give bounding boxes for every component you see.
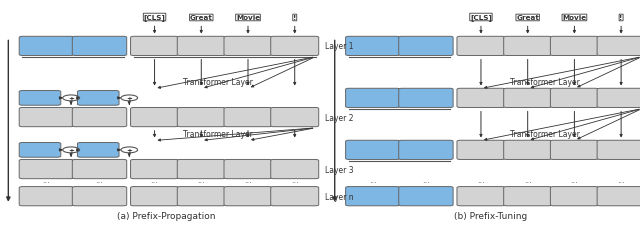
FancyBboxPatch shape — [504, 37, 552, 56]
Text: Transformer Layer: Transformer Layer — [509, 78, 580, 87]
FancyBboxPatch shape — [131, 37, 179, 56]
FancyBboxPatch shape — [550, 89, 598, 108]
FancyBboxPatch shape — [597, 37, 640, 56]
FancyBboxPatch shape — [504, 187, 552, 206]
FancyBboxPatch shape — [399, 37, 453, 56]
Text: +: + — [68, 95, 74, 101]
FancyBboxPatch shape — [550, 187, 598, 206]
FancyBboxPatch shape — [177, 37, 225, 56]
Text: ...: ... — [422, 176, 430, 184]
Text: Great: Great — [516, 15, 539, 21]
FancyBboxPatch shape — [72, 160, 127, 179]
FancyBboxPatch shape — [19, 91, 61, 106]
Text: Transformer Layer: Transformer Layer — [183, 78, 253, 87]
Text: +: + — [126, 147, 132, 153]
FancyBboxPatch shape — [19, 160, 74, 179]
Text: [CLS]: [CLS] — [143, 14, 166, 21]
FancyBboxPatch shape — [177, 108, 225, 127]
Text: ...: ... — [95, 176, 104, 184]
FancyBboxPatch shape — [72, 37, 127, 56]
Text: ...: ... — [477, 176, 485, 184]
Text: [CLS]: [CLS] — [470, 14, 492, 21]
FancyBboxPatch shape — [77, 91, 119, 106]
FancyBboxPatch shape — [72, 108, 127, 127]
Text: Movie: Movie — [236, 15, 260, 21]
FancyBboxPatch shape — [399, 187, 453, 206]
FancyBboxPatch shape — [271, 160, 319, 179]
FancyBboxPatch shape — [131, 160, 179, 179]
FancyBboxPatch shape — [457, 37, 505, 56]
FancyBboxPatch shape — [399, 141, 453, 160]
FancyBboxPatch shape — [550, 37, 598, 56]
Text: ...: ... — [617, 176, 625, 184]
FancyBboxPatch shape — [19, 143, 61, 158]
Text: ...: ... — [244, 176, 252, 184]
FancyBboxPatch shape — [504, 141, 552, 160]
FancyBboxPatch shape — [346, 187, 400, 206]
FancyBboxPatch shape — [457, 89, 505, 108]
Text: Layer n: Layer n — [325, 192, 354, 201]
Text: Layer 2: Layer 2 — [325, 113, 354, 122]
FancyBboxPatch shape — [177, 187, 225, 206]
Text: Great: Great — [190, 15, 212, 21]
Text: +: + — [126, 95, 132, 101]
Text: ...: ... — [42, 176, 51, 184]
Text: ...: ... — [197, 176, 205, 184]
Text: (b) Prefix-Tuning: (b) Prefix-Tuning — [454, 212, 527, 220]
FancyBboxPatch shape — [346, 141, 400, 160]
FancyBboxPatch shape — [224, 37, 272, 56]
FancyBboxPatch shape — [457, 141, 505, 160]
Text: !: ! — [620, 15, 623, 21]
FancyBboxPatch shape — [131, 187, 179, 206]
Text: ...: ... — [524, 176, 532, 184]
Text: (a) Prefix-Propagation: (a) Prefix-Propagation — [116, 212, 215, 220]
FancyBboxPatch shape — [271, 37, 319, 56]
FancyBboxPatch shape — [77, 143, 119, 158]
FancyBboxPatch shape — [224, 187, 272, 206]
FancyBboxPatch shape — [271, 187, 319, 206]
FancyBboxPatch shape — [224, 160, 272, 179]
Text: Layer 1: Layer 1 — [325, 42, 354, 51]
Text: !: ! — [293, 15, 296, 21]
Text: ...: ... — [291, 176, 299, 184]
Text: ...: ... — [150, 176, 159, 184]
FancyBboxPatch shape — [550, 141, 598, 160]
FancyBboxPatch shape — [19, 37, 74, 56]
FancyBboxPatch shape — [399, 89, 453, 108]
FancyBboxPatch shape — [271, 108, 319, 127]
FancyBboxPatch shape — [19, 187, 74, 206]
Text: Layer 3: Layer 3 — [325, 165, 354, 174]
FancyBboxPatch shape — [346, 37, 400, 56]
FancyBboxPatch shape — [19, 108, 74, 127]
Text: Movie: Movie — [563, 15, 586, 21]
FancyBboxPatch shape — [457, 187, 505, 206]
FancyBboxPatch shape — [597, 141, 640, 160]
FancyBboxPatch shape — [177, 160, 225, 179]
FancyBboxPatch shape — [597, 187, 640, 206]
Text: +: + — [68, 147, 74, 153]
FancyBboxPatch shape — [504, 89, 552, 108]
Text: Transformer Layer: Transformer Layer — [509, 129, 580, 138]
Text: Transformer Layer: Transformer Layer — [183, 129, 253, 138]
FancyBboxPatch shape — [72, 187, 127, 206]
FancyBboxPatch shape — [224, 108, 272, 127]
FancyBboxPatch shape — [597, 89, 640, 108]
Text: ...: ... — [369, 176, 377, 184]
FancyBboxPatch shape — [346, 89, 400, 108]
FancyBboxPatch shape — [131, 108, 179, 127]
Text: ...: ... — [570, 176, 579, 184]
